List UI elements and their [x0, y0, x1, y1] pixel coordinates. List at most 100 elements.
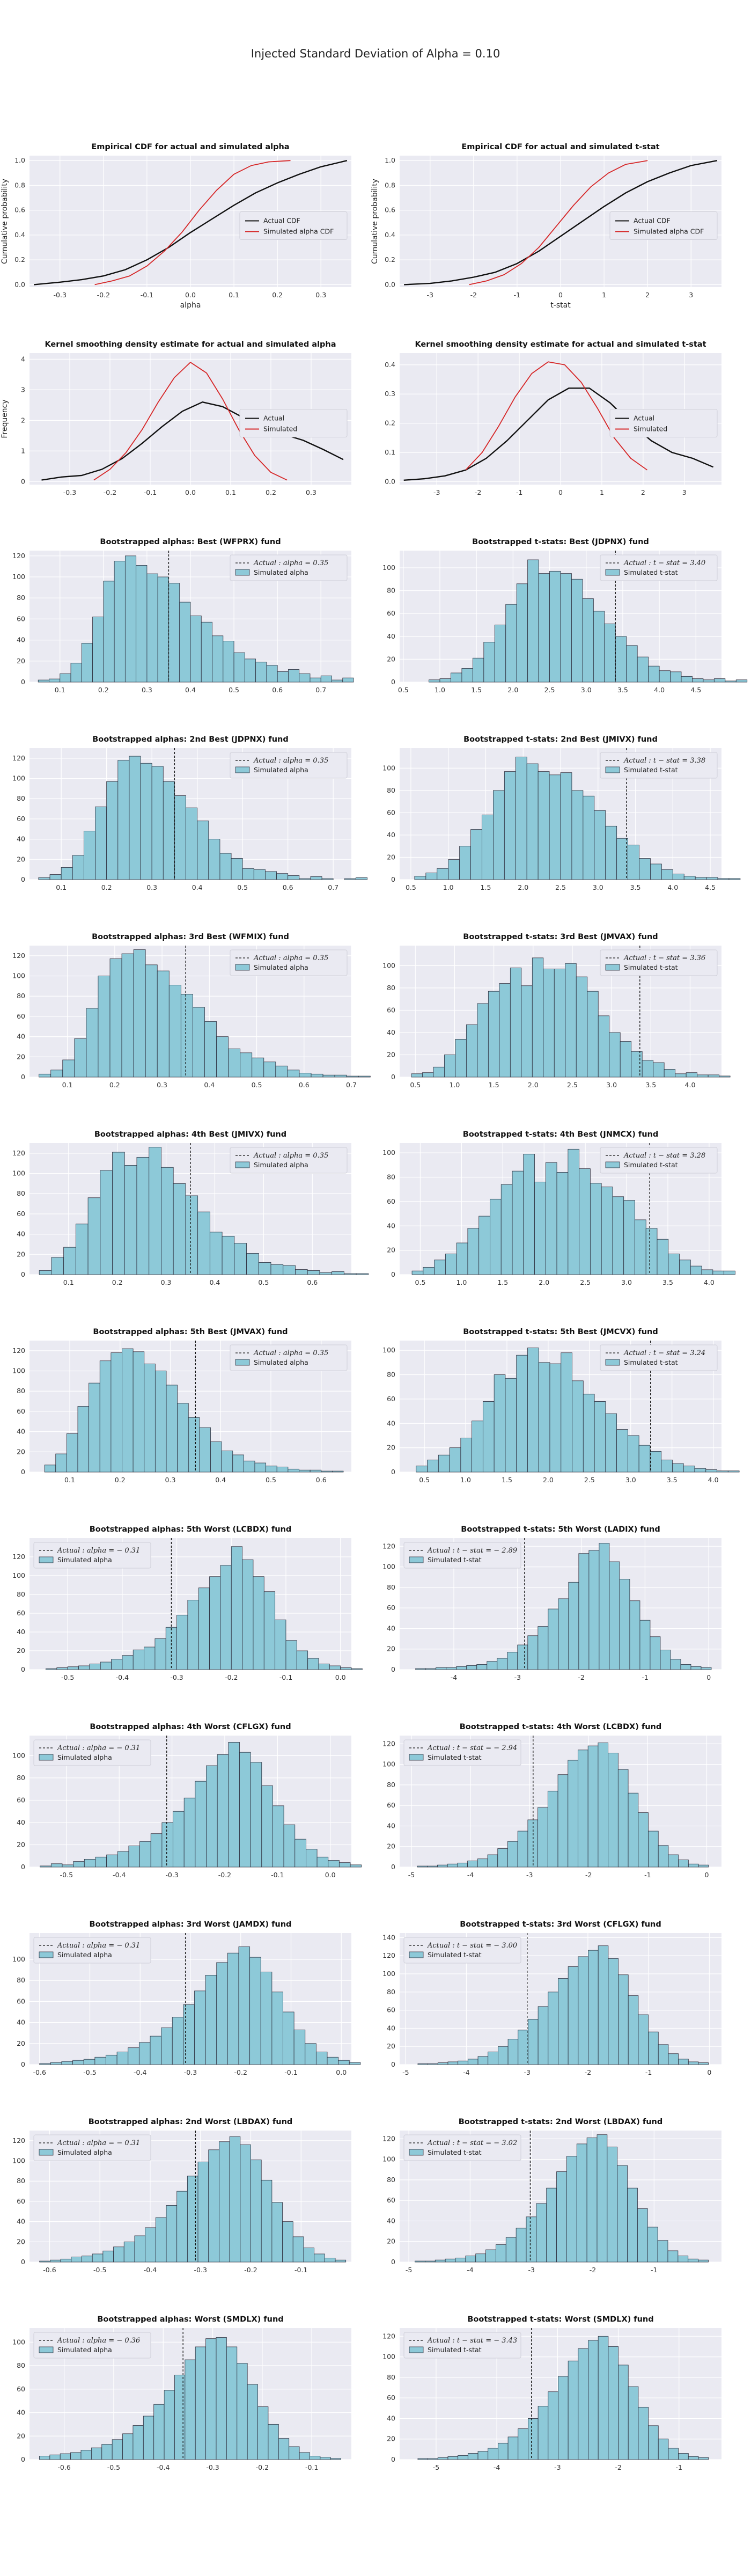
histogram-bar [488, 991, 500, 1078]
x-tick-label: -2 [590, 2266, 596, 2274]
legend-box [600, 554, 718, 581]
legend-label-actual: Actual : t − stat = 3.36 [623, 954, 705, 962]
histogram-bar [518, 2030, 528, 2065]
legend-label-simulated: Simulated alpha [254, 1161, 308, 1169]
histogram-bar [648, 2031, 659, 2065]
legend-box [33, 1937, 151, 1964]
histogram-bar [598, 1945, 609, 2065]
histogram-bar [216, 1962, 228, 2065]
histogram-bar [507, 1652, 518, 1670]
histogram-bar [310, 1469, 322, 1473]
chart-title: Bootstrapped t-stats: 3rd Best (JMVAX) f… [463, 933, 658, 941]
histogram-bar [586, 2137, 598, 2263]
histogram-bar [627, 1435, 639, 1473]
chart-title: Bootstrapped alphas: 2nd Worst (LBDAX) f… [89, 2118, 293, 2126]
x-tick-label: -0.3 [165, 1871, 178, 1879]
legend-label-simulated: Simulated alpha [57, 1556, 112, 1564]
y-tick-label: 100 [382, 2353, 395, 2361]
histogram-bar [609, 1032, 621, 1078]
histogram-bar [332, 679, 343, 683]
histogram-bar [657, 2240, 668, 2263]
histogram-bar [587, 1745, 599, 1868]
histogram-bar [650, 1451, 662, 1473]
histogram-bar [172, 2017, 184, 2065]
histogram-bar [122, 2433, 134, 2460]
y-tick-label: 100 [12, 774, 25, 782]
histogram-bar [195, 2346, 207, 2460]
legend-box [230, 1147, 348, 1174]
legend-label-actual: Actual : t − stat = 3.38 [623, 757, 705, 765]
histogram-bar [144, 1646, 156, 1670]
legend-label-actual: Actual : t − stat = − 3.02 [427, 2139, 517, 2147]
y-tick-label: 20 [17, 1250, 25, 1258]
histogram-bar [243, 1460, 255, 1473]
y-tick-label: 60 [17, 1997, 25, 2005]
histogram-bar [250, 1762, 262, 1868]
histogram-bar [217, 1754, 229, 1868]
histogram-bar [92, 617, 104, 683]
y-tick-label: 60 [387, 1395, 395, 1403]
chart-title: Kernel smoothing density estimate for ac… [45, 340, 336, 349]
histogram-bar [240, 1052, 253, 1078]
histogram-bar [100, 1662, 112, 1670]
histogram-bar [260, 1972, 273, 2065]
histogram-bar [487, 1854, 498, 1868]
y-tick-label: 40 [387, 632, 395, 640]
histogram-bar [129, 756, 141, 880]
y-tick-label: 2 [21, 416, 25, 424]
histogram-bar [523, 1154, 535, 1275]
histogram-bar [532, 957, 544, 1078]
y-tick-label: 0 [21, 875, 25, 883]
y-tick-label: 40 [387, 1821, 395, 1829]
y-tick-label: 40 [17, 2409, 25, 2417]
histogram-bar [226, 2346, 238, 2460]
histogram-bar [74, 1038, 87, 1078]
histogram-bar [61, 2061, 73, 2065]
histogram-bar [144, 1363, 156, 1473]
histogram-bar [174, 795, 186, 880]
x-tick-label: -0.4 [157, 2463, 170, 2471]
histogram-bar [185, 2359, 196, 2460]
histogram-bar [72, 855, 84, 880]
y-tick-label: 100 [382, 1970, 395, 1978]
y-tick-label: 1 [21, 447, 25, 455]
x-tick-label: 0.4 [192, 883, 203, 891]
x-tick-label: 0.0 [185, 291, 196, 299]
histogram-bar [266, 1466, 277, 1473]
histogram-bar [608, 2346, 619, 2460]
legend-box [33, 1739, 151, 1766]
x-tick-label: 3.0 [606, 1081, 617, 1089]
histogram-bar [638, 2406, 649, 2460]
histogram-bar [446, 1667, 457, 1670]
histogram-bar [187, 2176, 198, 2263]
legend-swatch [235, 569, 250, 576]
y-tick-label: 20 [17, 657, 25, 665]
histogram-bar [232, 1454, 244, 1473]
histogram-bar [157, 576, 169, 683]
histogram-bar [554, 969, 566, 1078]
y-tick-label: 80 [387, 2176, 395, 2184]
x-tick-label: 4.0 [667, 883, 678, 891]
histogram-bar [560, 573, 572, 683]
legend-box [33, 1542, 151, 1569]
histogram-bar [472, 1421, 483, 1473]
y-tick-label: 80 [17, 1387, 25, 1395]
histogram-bar [609, 1561, 620, 1670]
x-tick-label: 0.5 [410, 1081, 421, 1089]
y-tick-label: 0 [391, 2258, 395, 2266]
histogram-bar [340, 1667, 352, 1670]
y-tick-label: 20 [387, 1050, 395, 1058]
x-tick-label: 1 [602, 291, 606, 299]
x-tick-label: -0.1 [141, 291, 153, 299]
histogram-bar [623, 1200, 635, 1275]
histogram-bar [283, 1265, 296, 1275]
y-tick-label: 0 [391, 1665, 395, 1673]
histogram-bar [176, 2191, 188, 2263]
histogram-bar [701, 1667, 712, 1670]
histogram-bar [116, 2052, 129, 2065]
histogram-bar [587, 991, 599, 1078]
y-tick-label: 40 [17, 835, 25, 843]
x-tick-label: -5 [433, 2463, 439, 2471]
histogram-bar [618, 2365, 629, 2460]
histogram-bar [545, 1162, 557, 1275]
